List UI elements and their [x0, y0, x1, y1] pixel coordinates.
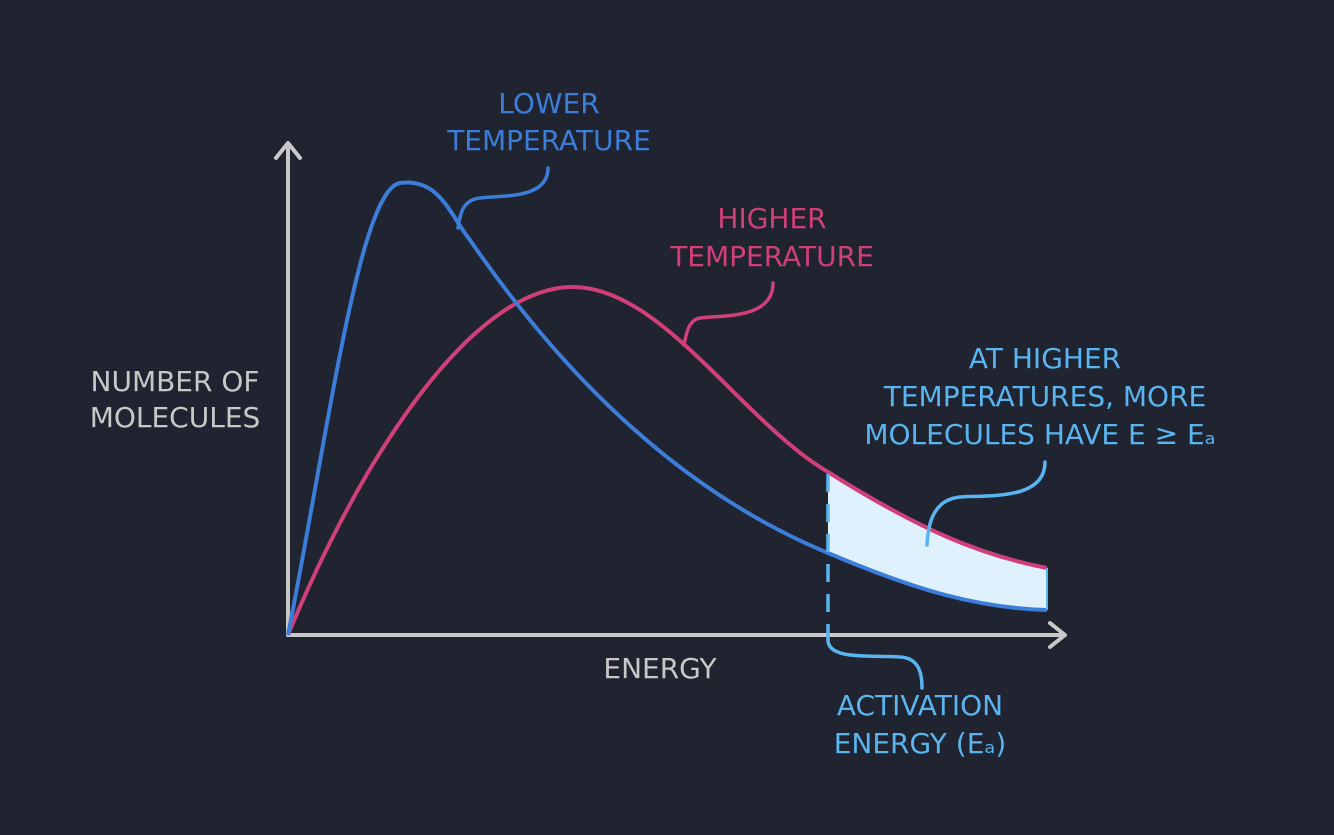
axis-label: NUMBER OF — [91, 365, 260, 398]
annotation: AT HIGHER — [969, 342, 1121, 375]
x-axis — [286, 621, 1067, 649]
label: ACTIVATION — [837, 689, 1003, 722]
label: TEMPERATURE — [446, 124, 651, 157]
label: HIGHER — [717, 202, 826, 235]
axis-label: MOLECULES — [90, 401, 261, 434]
higher-temperature-curve — [286, 284, 1048, 636]
annotation: TEMPERATURES, MORE — [883, 380, 1207, 413]
label: ENERGY (Eₐ) — [834, 727, 1007, 760]
label: LOWER — [498, 87, 599, 120]
leader-line — [682, 281, 775, 347]
leader-line — [925, 460, 1047, 547]
leader-line — [826, 638, 924, 690]
lower-temperature-curve — [286, 180, 1048, 636]
leader-line — [456, 166, 550, 230]
label: TEMPERATURE — [669, 240, 874, 273]
axis-label: ENERGY — [603, 652, 717, 685]
y-axis — [274, 141, 302, 637]
annotation: MOLECULES HAVE E ≥ Eₐ — [864, 418, 1215, 451]
